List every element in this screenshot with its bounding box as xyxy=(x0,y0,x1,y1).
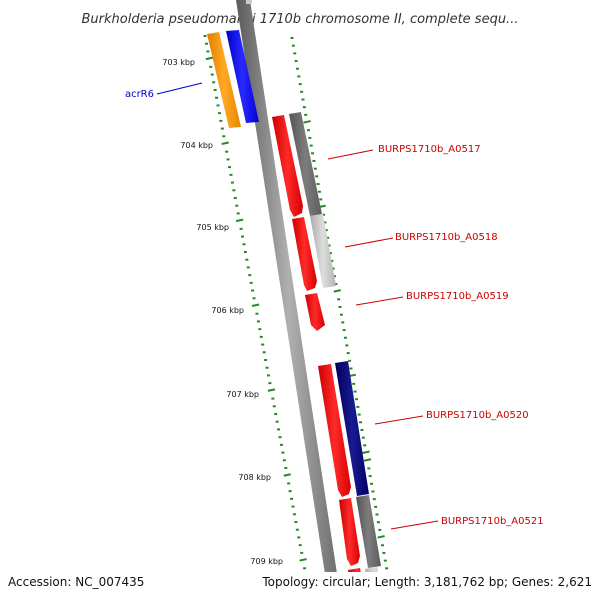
gene-features xyxy=(207,30,383,600)
left-major-tick xyxy=(267,388,276,392)
gene-acrR6-blue[interactable] xyxy=(226,30,259,123)
tick-marks-left xyxy=(203,35,307,570)
gene-label-acrR6[interactable]: acrR6 xyxy=(125,89,154,100)
gene-acrR6-orange[interactable] xyxy=(207,32,241,128)
gene-a0518-strip[interactable] xyxy=(310,214,336,288)
left-major-tick xyxy=(205,56,214,61)
position-labels: 703 kbp 704 kbp 705 kbp 706 kbp 707 kbp … xyxy=(162,58,283,566)
right-major-tick xyxy=(333,289,341,293)
gene-label-a0519[interactable]: BURPS1710b_A0519 xyxy=(406,291,509,302)
kbp-label-705: 705 kbp xyxy=(196,223,229,232)
gene-a0517-strip[interactable] xyxy=(289,112,322,216)
left-major-tick xyxy=(283,473,291,477)
kbp-label-708: 708 kbp xyxy=(238,473,271,482)
gene-label-a0521[interactable]: BURPS1710b_A0521 xyxy=(441,516,544,527)
gene-labels: acrR6 BURPS1710b_A0517 BURPS1710b_A0518 … xyxy=(125,89,544,527)
right-major-tick xyxy=(363,458,372,462)
gene-a0519-cds[interactable] xyxy=(305,293,325,331)
right-major-tick xyxy=(377,535,385,539)
topology-text: Topology: circular; Length: 3,181,762 bp… xyxy=(261,575,592,589)
left-major-tick xyxy=(299,558,307,562)
chromosome-backbone xyxy=(236,0,341,600)
gene-label-a0520[interactable]: BURPS1710b_A0520 xyxy=(426,410,529,421)
map-title: Burkholderia pseudomallei 1710b chromoso… xyxy=(82,12,519,27)
left-major-tick xyxy=(221,141,229,145)
gene-label-a0518[interactable]: BURPS1710b_A0518 xyxy=(395,232,498,243)
gene-a0521-cds[interactable] xyxy=(339,498,360,566)
right-major-tick xyxy=(362,450,370,455)
gene-a0517-cds[interactable] xyxy=(272,115,303,217)
left-major-tick xyxy=(251,303,260,307)
gene-a0520-cds[interactable] xyxy=(318,364,351,497)
kbp-label-706: 706 kbp xyxy=(211,306,244,315)
gene-a0521-strip[interactable] xyxy=(356,495,381,568)
right-major-tick xyxy=(303,120,311,124)
kbp-label-704: 704 kbp xyxy=(180,141,213,150)
kbp-label-709: 709 kbp xyxy=(250,557,283,566)
kbp-label-707: 707 kbp xyxy=(226,390,259,399)
accession-text: Accession: NC_007435 xyxy=(8,575,144,589)
gene-label-a0517[interactable]: BURPS1710b_A0517 xyxy=(378,144,481,155)
gene-a0520-strip[interactable] xyxy=(335,361,369,496)
left-major-tick xyxy=(235,218,244,223)
tick-marks-right xyxy=(290,37,389,570)
label-leaders xyxy=(156,82,439,530)
kbp-label-703: 703 kbp xyxy=(162,58,195,67)
gene-a0518-cds[interactable] xyxy=(292,217,317,291)
footer-background xyxy=(0,572,600,600)
